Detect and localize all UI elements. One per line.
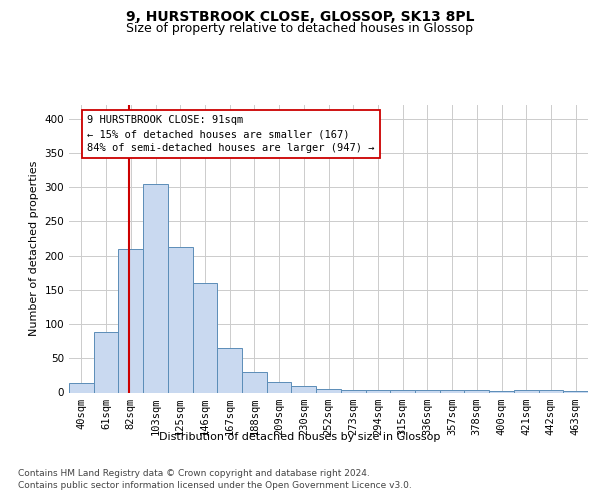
Bar <box>168 248 193 392</box>
Y-axis label: Number of detached properties: Number of detached properties <box>29 161 39 336</box>
Bar <box>316 389 341 392</box>
Bar <box>464 390 489 392</box>
Bar <box>341 390 365 392</box>
Bar <box>267 382 292 392</box>
Text: 9, HURSTBROOK CLOSE, GLOSSOP, SK13 8PL: 9, HURSTBROOK CLOSE, GLOSSOP, SK13 8PL <box>126 10 474 24</box>
Bar <box>365 390 390 392</box>
Bar <box>514 390 539 392</box>
Bar <box>415 390 440 392</box>
Bar <box>440 390 464 392</box>
Bar <box>69 383 94 392</box>
Bar <box>489 391 514 392</box>
Bar <box>143 184 168 392</box>
Bar <box>390 390 415 392</box>
Bar <box>118 249 143 392</box>
Text: Contains HM Land Registry data © Crown copyright and database right 2024.: Contains HM Land Registry data © Crown c… <box>18 469 370 478</box>
Bar <box>292 386 316 392</box>
Bar <box>94 332 118 392</box>
Text: Size of property relative to detached houses in Glossop: Size of property relative to detached ho… <box>127 22 473 35</box>
Text: Contains public sector information licensed under the Open Government Licence v3: Contains public sector information licen… <box>18 481 412 490</box>
Bar <box>242 372 267 392</box>
Text: Distribution of detached houses by size in Glossop: Distribution of detached houses by size … <box>160 432 440 442</box>
Bar <box>217 348 242 393</box>
Bar <box>539 390 563 392</box>
Bar <box>563 391 588 392</box>
Text: 9 HURSTBROOK CLOSE: 91sqm
← 15% of detached houses are smaller (167)
84% of semi: 9 HURSTBROOK CLOSE: 91sqm ← 15% of detac… <box>87 116 374 154</box>
Bar <box>193 283 217 393</box>
